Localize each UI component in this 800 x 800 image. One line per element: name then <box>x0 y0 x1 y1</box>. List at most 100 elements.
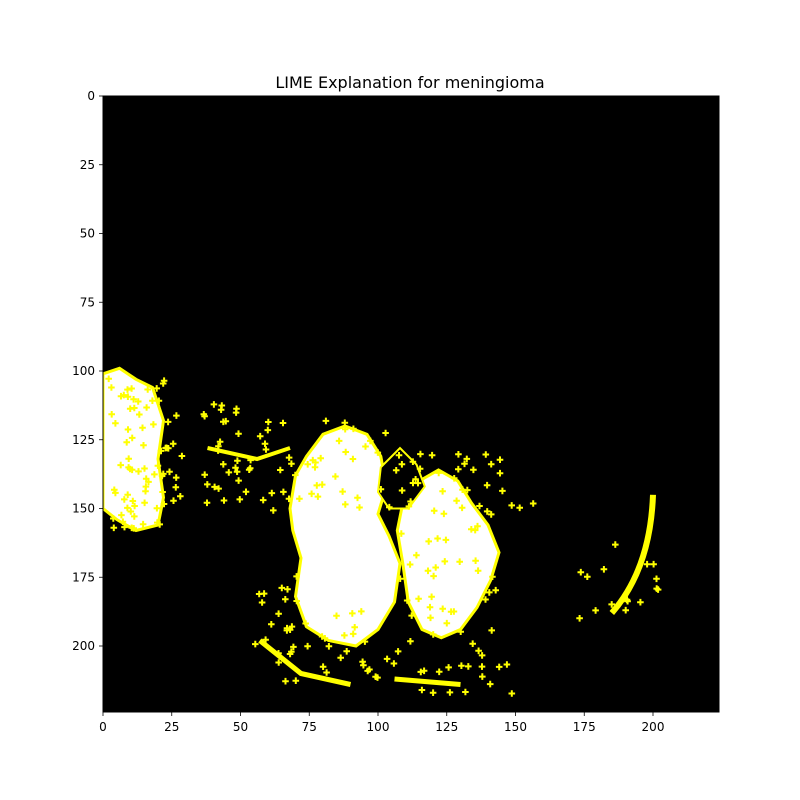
boundary-speck <box>131 502 138 510</box>
boundary-speck <box>130 525 137 532</box>
boundary-speck <box>128 434 136 442</box>
boundary-speck <box>584 573 591 580</box>
boundary-speck <box>392 467 400 474</box>
boundary-speck <box>516 504 523 512</box>
boundary-speck <box>211 483 218 491</box>
boundary-speck <box>129 497 137 505</box>
boundary-speck <box>382 429 389 437</box>
boundary-speck <box>319 663 327 670</box>
boundary-speck <box>142 483 150 490</box>
boundary-speck <box>496 456 504 463</box>
lime-image-background <box>103 96 719 712</box>
boundary-streak-bottom <box>394 676 461 687</box>
boundary-speck <box>256 432 264 440</box>
boundary-speck <box>302 620 309 627</box>
boundary-speck <box>487 511 495 518</box>
boundary-speck <box>285 495 293 503</box>
boundary-speck <box>398 530 405 537</box>
boundary-speck <box>429 689 437 696</box>
boundary-speck <box>351 624 358 631</box>
boundary-speck <box>288 460 295 467</box>
y-tick-label: 100 <box>72 364 95 378</box>
boundary-speck <box>160 500 168 508</box>
boundary-speck <box>235 477 242 484</box>
boundary-speck <box>313 482 321 489</box>
boundary-speck <box>325 643 333 650</box>
boundary-speck <box>322 417 330 425</box>
boundary-speck <box>406 561 414 568</box>
boundary-speck <box>407 498 414 505</box>
boundary-speck <box>290 643 297 651</box>
boundary-speck <box>643 560 651 568</box>
boundary-speck <box>236 496 244 503</box>
boundary-speck <box>288 648 295 655</box>
boundary-speck <box>278 584 286 592</box>
boundary-speck <box>407 638 414 645</box>
boundary-speck <box>622 606 629 614</box>
boundary-speck <box>136 411 143 418</box>
boundary-speck <box>425 538 432 545</box>
boundary-speck <box>495 663 503 671</box>
boundary-speck <box>124 491 131 498</box>
boundary-speck <box>178 452 186 460</box>
boundary-speck <box>304 642 311 650</box>
boundary-speck <box>220 418 227 426</box>
boundary-speck <box>261 440 269 448</box>
y-tick-label: 25 <box>80 158 95 172</box>
boundary-speck <box>496 469 504 477</box>
boundary-speck <box>361 638 369 645</box>
boundary-speck <box>372 673 379 680</box>
boundary-speck <box>125 455 132 462</box>
boundary-speck <box>479 673 486 680</box>
boundary-speck <box>157 447 165 455</box>
boundary-speck <box>374 449 382 456</box>
boundary-speck <box>252 640 259 648</box>
boundary-speck <box>234 457 241 464</box>
boundary-speck <box>637 598 644 606</box>
boundary-speck <box>390 660 398 667</box>
boundary-speck <box>124 393 132 400</box>
boundary-speck <box>442 536 450 544</box>
boundary-speck <box>499 487 506 495</box>
boundary-speck <box>277 466 284 474</box>
boundary-speck <box>412 476 419 483</box>
boundary-speck <box>123 439 130 446</box>
boundary-speck <box>154 519 161 526</box>
boundary-speck <box>268 621 275 628</box>
boundary-speck <box>210 401 218 408</box>
boundary-speck <box>415 595 422 603</box>
boundary-speck <box>264 426 272 434</box>
boundary-speck <box>150 421 157 428</box>
boundary-speck <box>367 437 374 445</box>
boundary-speck <box>149 397 156 404</box>
boundary-speck <box>170 497 177 504</box>
y-tick-label: 0 <box>87 89 95 103</box>
boundary-speck <box>130 396 137 403</box>
boundary-speck <box>275 659 282 666</box>
boundary-speck <box>117 461 124 469</box>
boundary-speck <box>164 418 172 426</box>
boundary-speck <box>285 454 293 461</box>
boundary-speck <box>461 460 468 468</box>
boundary-speck <box>349 455 357 463</box>
y-tick-label: 175 <box>72 570 95 584</box>
y-tick-label: 200 <box>72 639 95 653</box>
boundary-speck <box>424 567 432 575</box>
boundary-speck <box>428 593 435 601</box>
boundary-speck <box>458 504 466 512</box>
boundary-speck <box>408 612 415 619</box>
boundary-speck <box>304 461 311 468</box>
boundary-speck <box>233 468 241 475</box>
boundary-speck <box>341 632 348 639</box>
boundary-speck <box>453 497 460 505</box>
boundary-speck <box>127 508 135 515</box>
boundary-speck <box>235 430 242 437</box>
boundary-speck <box>623 596 631 604</box>
chart-title: LIME Explanation for meningioma <box>275 73 544 92</box>
boundary-speck <box>450 608 458 615</box>
boundary-speck <box>317 454 324 462</box>
boundary-speck <box>405 503 413 510</box>
boundary-speck <box>154 462 162 469</box>
boundary-speck <box>416 465 424 473</box>
boundary-speck <box>446 689 454 696</box>
